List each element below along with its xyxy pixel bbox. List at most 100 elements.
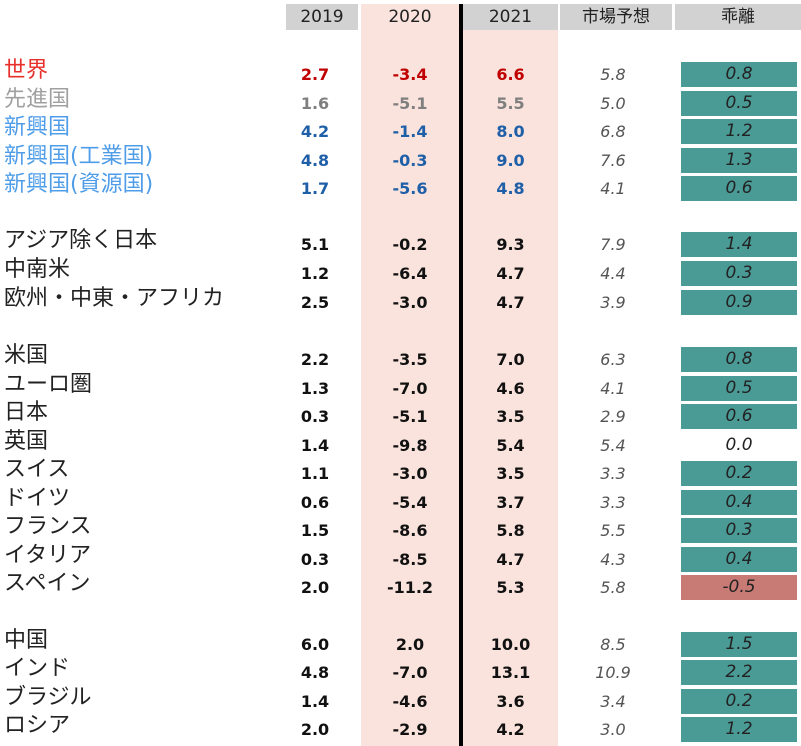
value-2020: -5.1 [392, 407, 428, 426]
value-deviation: 0.4 [681, 547, 797, 572]
value-2021: 4.8 [496, 179, 525, 198]
value-2021: 7.0 [496, 350, 525, 369]
value-2020: -8.6 [392, 521, 428, 540]
row-label: イタリア [4, 543, 92, 568]
row-label: アジア除く日本 [4, 228, 158, 253]
value-2020: -9.8 [392, 436, 428, 455]
value-2021: 9.3 [496, 235, 525, 254]
value-2019: 1.4 [300, 692, 330, 711]
value-2020: -8.5 [392, 550, 428, 569]
value-deviation: 0.8 [681, 62, 797, 87]
row-label: 先進国 [4, 87, 71, 112]
value-2019: 2.0 [300, 578, 330, 597]
value-2019: 6.0 [300, 635, 330, 654]
value-forecast: 5.8 [600, 578, 626, 597]
value-forecast: 6.3 [600, 350, 626, 369]
header-2020: 2020 [361, 4, 459, 30]
value-2019: 2.0 [300, 720, 330, 739]
row-label: 世界 [4, 58, 49, 83]
value-deviation: 0.6 [681, 176, 797, 201]
value-2019: 1.6 [300, 94, 330, 113]
value-deviation: 0.8 [681, 347, 797, 372]
table-row: インド 4.8 -7.0 13.1 10.9 2.2 [0, 656, 801, 687]
row-label: ドイツ [4, 486, 71, 511]
row-label: ロシア [4, 713, 71, 738]
value-forecast: 8.5 [600, 635, 626, 654]
table-row: 中国 6.0 2.0 10.0 8.5 1.5 [0, 628, 801, 659]
value-2019: 1.4 [300, 436, 330, 455]
value-forecast: 5.4 [600, 436, 626, 455]
header-2019: 2019 [286, 4, 358, 30]
value-2021: 4.7 [496, 264, 525, 283]
table-row: 米国 2.2 -3.5 7.0 6.3 0.8 [0, 343, 801, 374]
table-row: スペイン 2.0 -11.2 5.3 5.8 -0.5 [0, 571, 801, 602]
table-row: ユーロ圏 1.3 -7.0 4.6 4.1 0.5 [0, 372, 801, 403]
table-row: 新興国 4.2 -1.4 8.0 6.8 1.2 [0, 115, 801, 146]
value-2021: 8.0 [496, 122, 525, 141]
column-divider [459, 4, 463, 746]
row-label: 中国 [4, 628, 49, 653]
value-2020: -3.0 [392, 464, 428, 483]
value-forecast: 4.4 [600, 264, 626, 283]
value-2020: -0.3 [392, 151, 428, 170]
value-deviation: 0.2 [681, 461, 797, 486]
value-deviation: -0.5 [681, 575, 797, 600]
value-deviation: 0.5 [681, 91, 797, 116]
value-2019: 1.2 [300, 264, 330, 283]
table-row: スイス 1.1 -3.0 3.5 3.3 0.2 [0, 457, 801, 488]
value-2021: 3.5 [496, 464, 525, 483]
row-label: スペイン [4, 571, 91, 596]
value-deviation: 1.3 [681, 148, 797, 173]
value-deviation: 1.5 [681, 632, 797, 657]
row-label: 新興国(資源国) [4, 172, 154, 197]
value-2020: -5.6 [392, 179, 428, 198]
row-label: 中南米 [4, 257, 71, 282]
value-forecast: 6.8 [600, 122, 626, 141]
value-2021: 4.7 [496, 550, 525, 569]
value-2019: 1.5 [300, 521, 330, 540]
table-row: 欧州・中東・アフリカ 2.5 -3.0 4.7 3.9 0.9 [0, 286, 801, 317]
value-2021: 4.7 [496, 293, 525, 312]
value-2020: -3.4 [392, 65, 428, 84]
row-label: ユーロ圏 [4, 372, 93, 397]
table-row: 日本 0.3 -5.1 3.5 2.9 0.6 [0, 400, 801, 431]
value-2020: -3.5 [392, 350, 428, 369]
value-deviation: 0.6 [681, 404, 797, 429]
table-row: 世界 2.7 -3.4 6.6 5.8 0.8 [0, 58, 801, 89]
row-label: ブラジル [4, 685, 92, 710]
value-forecast: 4.3 [600, 550, 626, 569]
value-2021: 6.6 [496, 65, 525, 84]
value-2021: 3.7 [496, 493, 525, 512]
row-label: 欧州・中東・アフリカ [4, 286, 225, 311]
value-2021: 5.4 [496, 436, 525, 455]
value-2020: -6.4 [392, 264, 428, 283]
value-forecast: 4.1 [600, 379, 626, 398]
value-2021: 5.3 [496, 578, 525, 597]
table-row: ブラジル 1.4 -4.6 3.6 3.4 0.2 [0, 685, 801, 716]
value-forecast: 3.3 [600, 464, 626, 483]
row-label: 日本 [4, 400, 49, 425]
row-label: フランス [4, 514, 92, 539]
value-2020: -5.1 [392, 94, 428, 113]
value-forecast: 7.9 [600, 235, 626, 254]
value-2019: 0.3 [300, 550, 330, 569]
table-row: イタリア 0.3 -8.5 4.7 4.3 0.4 [0, 543, 801, 574]
table-row: 英国 1.4 -9.8 5.4 5.4 0.0 [0, 429, 801, 460]
value-2021: 4.6 [496, 379, 525, 398]
value-2020: 2.0 [395, 635, 425, 654]
value-2020: -3.0 [392, 293, 428, 312]
value-deviation: 2.2 [681, 660, 797, 685]
value-deviation: 0.3 [681, 261, 797, 286]
value-2021: 13.1 [490, 663, 531, 682]
column-2020-background [361, 4, 459, 746]
value-forecast: 5.8 [600, 65, 626, 84]
value-deviation: 0.0 [725, 435, 753, 455]
value-2019: 2.7 [300, 65, 330, 84]
value-forecast: 5.5 [600, 521, 626, 540]
row-label: 米国 [4, 343, 49, 368]
value-2021: 4.2 [496, 720, 525, 739]
value-2019: 1.1 [300, 464, 330, 483]
value-2020: -7.0 [392, 379, 428, 398]
table-row: ロシア 2.0 -2.9 4.2 3.0 1.2 [0, 713, 801, 744]
